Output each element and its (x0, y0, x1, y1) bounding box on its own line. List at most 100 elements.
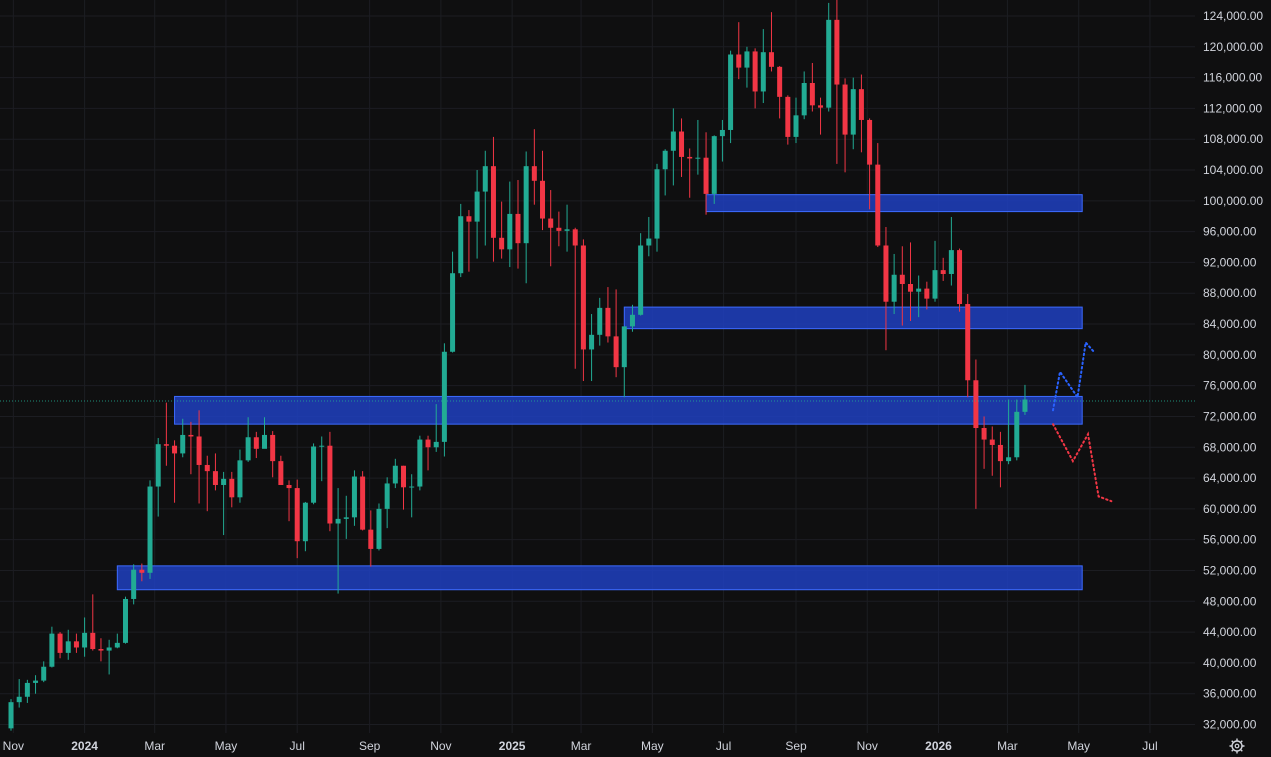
candle (752, 48, 758, 109)
candle (16, 679, 22, 708)
y-tick-label: 108,000.00 (1203, 132, 1263, 146)
candle (458, 203, 464, 278)
y-tick-label: 120,000.00 (1203, 40, 1263, 54)
x-tick-label: Sep (785, 739, 807, 753)
candle-body (646, 238, 652, 246)
x-tick-label: Jul (716, 739, 731, 753)
candle (826, 2, 832, 112)
y-tick-label: 56,000.00 (1203, 533, 1257, 547)
candle (294, 479, 300, 559)
candle (891, 253, 897, 315)
candle (875, 143, 881, 248)
candle-body (196, 436, 202, 465)
candle (1022, 384, 1028, 415)
candle-body (687, 156, 693, 159)
candle-body (41, 666, 47, 681)
candle-body (793, 115, 799, 137)
candle-body (221, 478, 227, 485)
candle-body (597, 307, 603, 335)
candle-body (989, 439, 995, 445)
candle (940, 257, 946, 281)
candle-body (139, 569, 145, 573)
candle-body (106, 647, 112, 651)
candle-body (883, 245, 889, 302)
candle-body (49, 633, 55, 667)
candle (417, 435, 423, 491)
candle (401, 465, 407, 510)
candle (253, 431, 259, 459)
candle (24, 679, 30, 703)
candle-body (752, 51, 758, 92)
candle-body (834, 19, 840, 85)
candle (425, 435, 431, 471)
candle-body (981, 428, 987, 440)
time-axis: Nov 2024 Mar May Jul Sep Nov 2025 Mar May Jul Sep No… (3, 739, 1158, 753)
y-tick-label: 32,000.00 (1203, 718, 1257, 732)
candle (73, 633, 79, 653)
bullish-projection-path (1052, 340, 1095, 412)
candle (57, 632, 63, 659)
candle-body (556, 227, 562, 231)
candle (850, 77, 856, 150)
candle (90, 594, 96, 651)
x-tick-label: May (1067, 739, 1090, 753)
candle-body (302, 502, 308, 542)
candle (163, 402, 169, 466)
candle-body (924, 288, 930, 299)
candle-body (850, 89, 856, 135)
candle (965, 294, 971, 398)
candle-body (180, 434, 186, 454)
candle-body (760, 52, 766, 92)
candle-body (286, 484, 292, 489)
candle (335, 488, 341, 594)
candle (65, 629, 71, 660)
candle-body (711, 136, 717, 194)
y-tick-label: 52,000.00 (1203, 563, 1257, 577)
candle (932, 240, 938, 302)
candle (278, 455, 284, 485)
candle (531, 129, 537, 205)
candle (523, 151, 529, 284)
candle-body (997, 444, 1003, 462)
candle-body (163, 444, 169, 446)
settings-gear-icon[interactable] (1229, 738, 1245, 754)
candle-body (474, 191, 480, 222)
candle (237, 449, 243, 503)
candle (327, 431, 333, 532)
candle-body (548, 218, 554, 228)
candle (589, 314, 595, 382)
candle (122, 596, 128, 644)
candle-body (90, 632, 96, 650)
candle-body (564, 229, 570, 231)
candle-body (204, 464, 210, 472)
candle (441, 343, 447, 457)
y-tick-label: 100,000.00 (1203, 194, 1263, 208)
candle (989, 426, 995, 476)
support-resistance-zones (116, 194, 1083, 591)
candle-body (613, 336, 619, 368)
candle (580, 239, 586, 382)
candle (613, 289, 619, 378)
candle-body (932, 270, 938, 299)
candle-body (948, 250, 954, 274)
candle (474, 170, 480, 259)
candle (147, 480, 153, 579)
x-tick-label: Sep (359, 739, 381, 753)
candle (261, 417, 267, 449)
x-tick-label: Nov (857, 739, 878, 753)
candle-body (826, 19, 832, 108)
candle-body (499, 237, 505, 250)
candle-body (294, 488, 300, 542)
candle (621, 326, 627, 398)
candle (196, 410, 202, 504)
y-tick-label: 96,000.00 (1203, 225, 1257, 239)
candle (466, 210, 472, 272)
candle-body (311, 446, 317, 503)
candle-body (319, 445, 325, 447)
candle (924, 281, 930, 310)
candle (114, 633, 120, 649)
candle (212, 453, 218, 491)
candle-body (278, 461, 284, 485)
